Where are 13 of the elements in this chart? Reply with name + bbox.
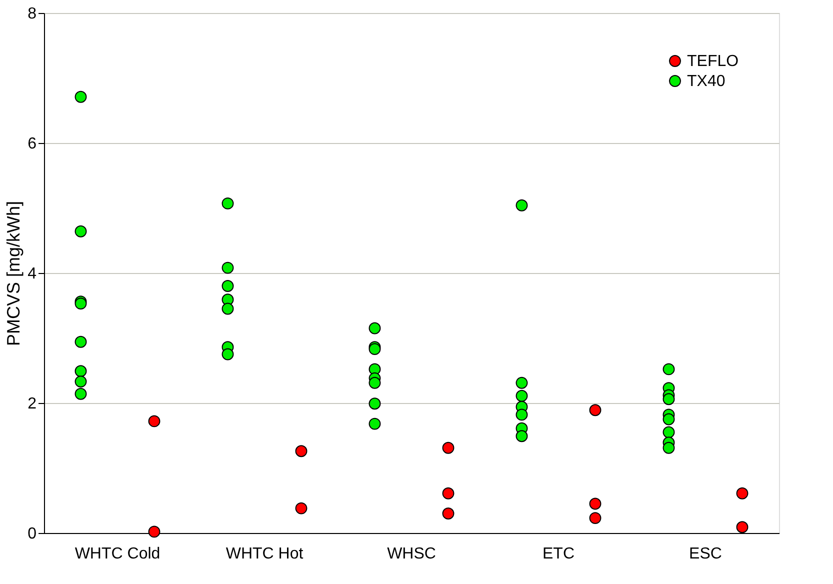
x-tick-label: ETC xyxy=(542,546,574,562)
y-tick-label: 2 xyxy=(28,396,37,412)
legend-label: TEFLO xyxy=(687,53,739,70)
y-tick-label: 6 xyxy=(28,136,37,152)
x-tick-label: WHTC Hot xyxy=(226,546,304,562)
x-tick-label: WHTC Cold xyxy=(74,546,160,562)
x-tick-label: ESC xyxy=(689,546,722,562)
y-axis-title: PMCVS [mg/kWh] xyxy=(4,200,24,346)
y-tick-label: 4 xyxy=(28,266,37,282)
y-tick-label: 0 xyxy=(28,526,37,542)
x-tick-label: WHSC xyxy=(387,546,436,562)
legend-label: TX40 xyxy=(687,73,726,90)
y-tick-label: 8 xyxy=(28,6,37,22)
